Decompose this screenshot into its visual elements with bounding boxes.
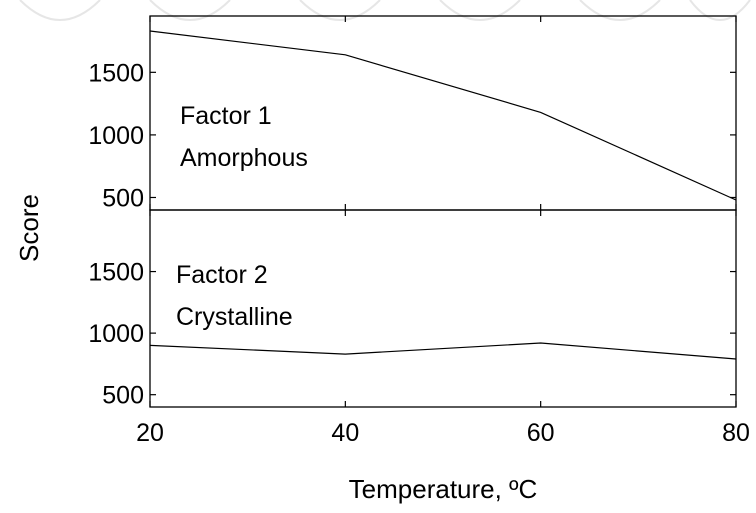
series-line-1 [149,30,737,201]
x-tick-label: 60 [527,419,555,447]
y-tick-label: 1500 [88,59,144,87]
x-tick-label: 80 [722,419,750,447]
series-line-1 [149,342,737,360]
y-tick-label: 1000 [88,122,144,150]
panel-annotation-line: Factor 2 [176,261,268,289]
panel-1: 500 1000 1500 Factor 1 Amorphous [88,15,737,212]
y-tick-label: 500 [102,382,144,410]
x-axis-label: Temperature, ºC [349,474,538,504]
panel-annotation-line: Factor 1 [180,102,272,130]
panel-frame [149,209,737,408]
y-tick-label: 1500 [88,259,144,287]
x-tick-label: 20 [136,419,164,447]
y-tick-label: 1000 [88,320,144,348]
panel-annotation-line: Amorphous [180,144,308,172]
y-tick-label: 500 [102,184,144,212]
plot-panels: 500 1000 1500 Factor 1 Amorphous 500 1000 1500 F… [88,15,750,447]
watermark-decoration [19,0,751,21]
x-tick-label: 40 [331,419,359,447]
y-axis-label: Score [14,194,44,262]
panel-2: 500 1000 1500 Factor 2 Crystalline [88,209,737,410]
panel-annotation-line: Crystalline [176,303,293,331]
